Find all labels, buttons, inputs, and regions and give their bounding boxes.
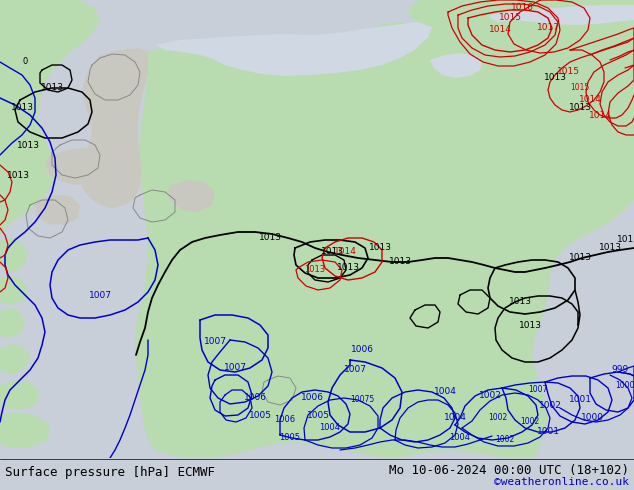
Polygon shape [0, 0, 100, 235]
Text: 1006: 1006 [275, 416, 295, 424]
Polygon shape [0, 344, 30, 374]
Text: 1013: 1013 [508, 297, 531, 307]
Text: 1017: 1017 [536, 24, 559, 32]
Text: 1002: 1002 [479, 391, 501, 399]
Polygon shape [430, 53, 482, 78]
Text: 1006: 1006 [301, 393, 323, 402]
Text: 1013: 1013 [337, 264, 359, 272]
Text: Mo 10-06-2024 00:00 UTC (18+102): Mo 10-06-2024 00:00 UTC (18+102) [389, 464, 629, 476]
Text: 1015: 1015 [498, 14, 522, 23]
Text: 1007: 1007 [89, 291, 112, 299]
Text: 1016: 1016 [510, 3, 533, 13]
Text: 1002: 1002 [495, 436, 515, 444]
Polygon shape [0, 412, 50, 448]
Polygon shape [0, 238, 28, 272]
Polygon shape [155, 22, 432, 72]
Text: 1004: 1004 [320, 423, 340, 433]
Text: 1000: 1000 [616, 381, 634, 390]
Text: 1015: 1015 [571, 83, 590, 93]
Text: 1013: 1013 [598, 244, 621, 252]
Text: 1014: 1014 [588, 111, 611, 120]
Text: 1013: 1013 [11, 103, 34, 113]
Text: 1007: 1007 [204, 338, 226, 346]
Text: 1007: 1007 [224, 364, 247, 372]
Text: ©weatheronline.co.uk: ©weatheronline.co.uk [494, 477, 629, 487]
Text: 1006: 1006 [351, 345, 373, 354]
Polygon shape [80, 48, 148, 208]
Polygon shape [135, 8, 634, 458]
Polygon shape [200, 22, 428, 76]
Text: 1005: 1005 [306, 411, 330, 419]
Text: 1014: 1014 [579, 96, 602, 104]
Polygon shape [168, 180, 215, 212]
Text: 1013: 1013 [569, 253, 592, 263]
Polygon shape [370, 0, 634, 35]
Text: 1013: 1013 [6, 171, 30, 179]
Text: 1000: 1000 [581, 414, 604, 422]
Text: 1014: 1014 [333, 247, 356, 256]
Text: 999: 999 [611, 366, 629, 374]
Text: 1001: 1001 [536, 427, 559, 437]
Text: 1002: 1002 [538, 400, 562, 410]
Text: 1014: 1014 [489, 25, 512, 34]
Text: 1013: 1013 [389, 258, 411, 267]
Text: 1015: 1015 [557, 68, 579, 76]
Text: 1007: 1007 [344, 366, 366, 374]
Polygon shape [0, 308, 25, 338]
Text: 1013: 1013 [41, 83, 63, 93]
Text: 1013: 1013 [569, 103, 592, 113]
Text: 1013: 1013 [543, 74, 567, 82]
Text: 1013: 1013 [16, 141, 39, 149]
Polygon shape [45, 148, 105, 185]
Text: 1004: 1004 [434, 388, 456, 396]
Text: 1013: 1013 [519, 320, 541, 329]
Polygon shape [0, 380, 40, 410]
Text: 1004: 1004 [450, 434, 470, 442]
Polygon shape [0, 275, 28, 305]
Text: 1013: 1013 [321, 247, 344, 256]
Text: 0: 0 [22, 57, 28, 67]
Text: 1005: 1005 [249, 411, 271, 419]
Text: 1005: 1005 [280, 434, 301, 442]
Polygon shape [35, 195, 80, 225]
Text: 1002: 1002 [521, 417, 540, 426]
Text: 1002: 1002 [488, 414, 508, 422]
Text: 1007: 1007 [528, 386, 548, 394]
Polygon shape [490, 5, 634, 25]
Text: 1013: 1013 [616, 236, 634, 245]
Text: Surface pressure [hPa] ECMWF: Surface pressure [hPa] ECMWF [5, 466, 215, 479]
Text: 1001: 1001 [569, 395, 592, 405]
Text: 10075: 10075 [350, 395, 374, 405]
Text: 1013: 1013 [259, 234, 281, 243]
Polygon shape [408, 0, 634, 35]
Text: 1013: 1013 [304, 266, 326, 274]
Text: 1006: 1006 [243, 393, 266, 402]
Text: 1004: 1004 [444, 414, 467, 422]
Text: 1013: 1013 [368, 244, 392, 252]
